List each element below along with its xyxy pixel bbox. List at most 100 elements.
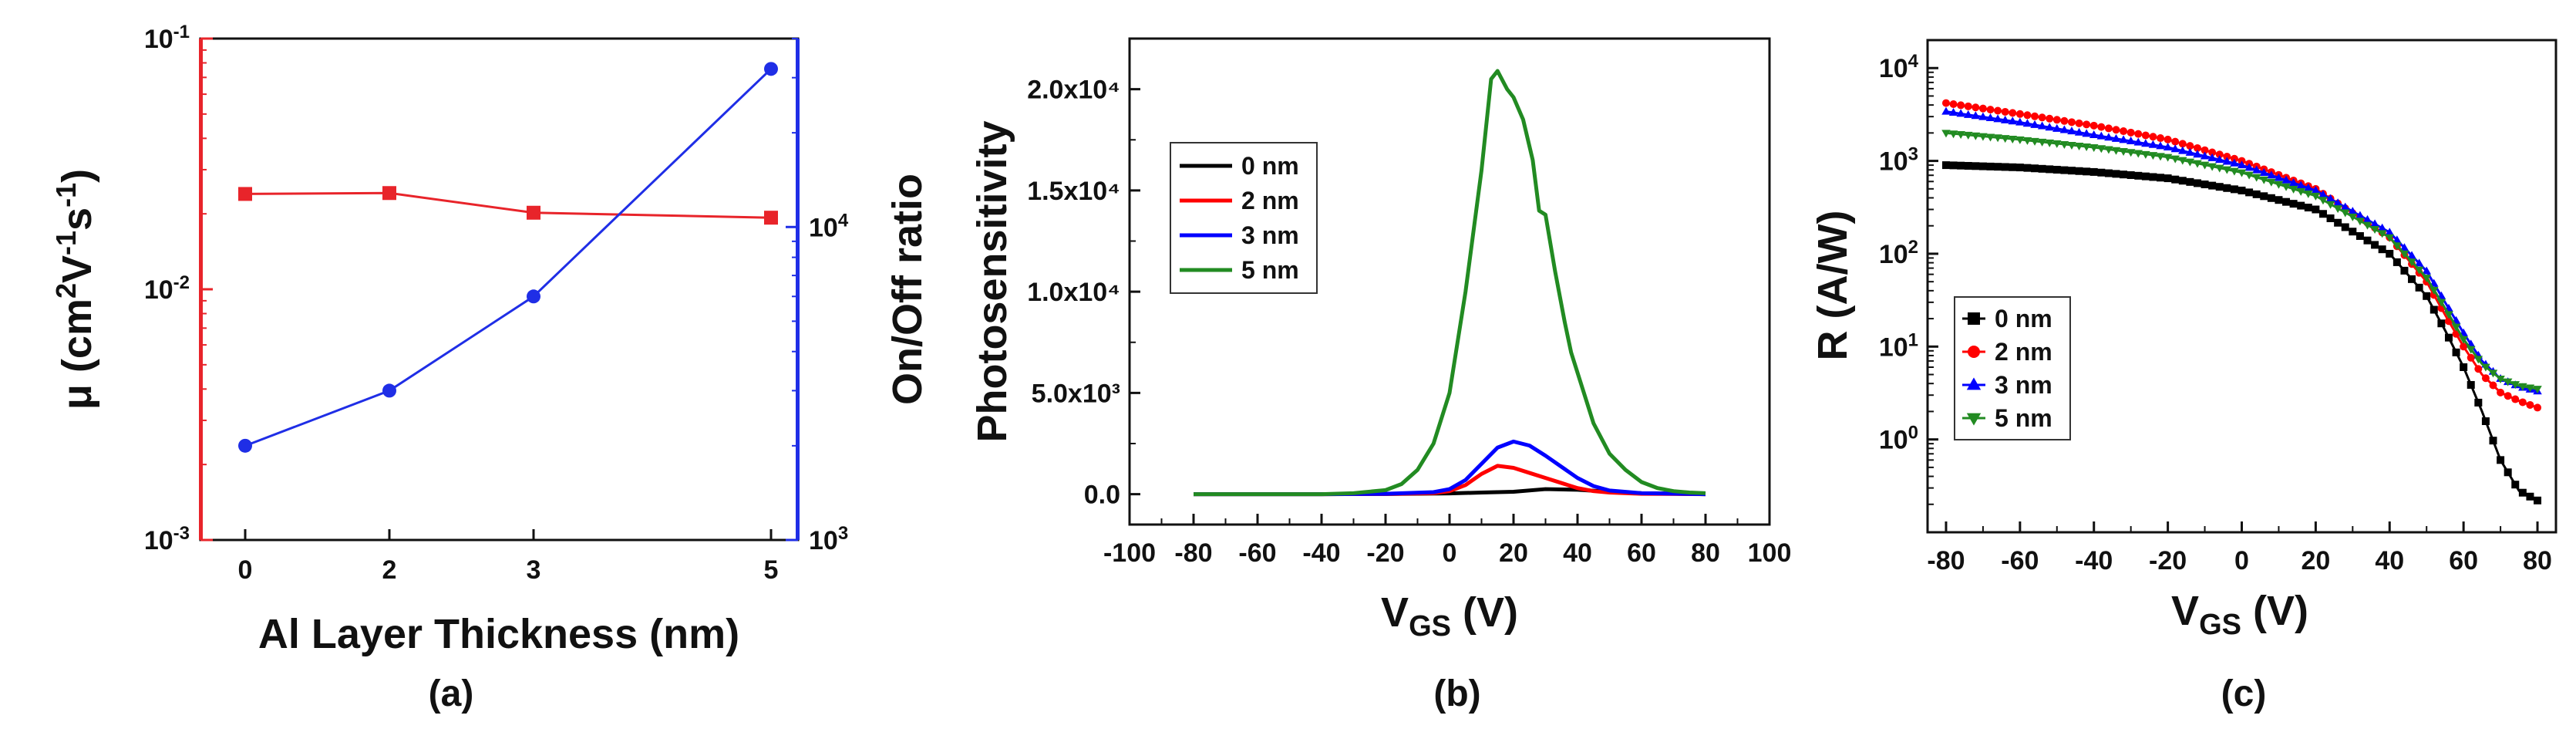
data-point [2156,153,2165,161]
data-point [2060,116,2069,125]
panel-c-label: (c) [2221,673,2267,714]
data-point [2185,147,2195,156]
data-point [1978,112,1988,120]
data-point [2392,258,2401,266]
data-point [382,186,396,201]
data-point [2377,223,2387,231]
data-point [2045,139,2054,147]
data-point [2481,374,2490,383]
data-point [2186,177,2194,186]
data-point [2497,456,2505,464]
y-tick-label-base: 10 [1879,332,1908,362]
data-point [2201,146,2209,154]
y-tick-label-base: 10 [1879,240,1908,269]
data-point [2038,164,2046,173]
data-point [1964,161,1972,170]
data-point [2451,323,2461,332]
panel-b-y-axis-title: Photosensitivity [969,120,1015,442]
data-point [2481,417,2490,426]
x-tick-label: -40 [2075,546,2113,575]
data-point [2275,196,2283,204]
data-point [2126,128,2135,137]
data-point [2355,231,2364,240]
data-point [2075,119,2083,127]
data-point [2089,143,2099,152]
x-tick-label: -60 [2001,546,2039,575]
data-point [2207,163,2217,171]
data-point [2074,127,2084,136]
data-point [2222,157,2232,165]
data-point [2001,163,2009,171]
y-tick-label-exp: 2 [1908,236,1918,257]
data-point [2288,185,2298,194]
data-point [2430,286,2439,295]
panel-a-y2-axis-title: On/Off ratio [884,174,931,405]
data-point [2325,194,2335,202]
data-point [2304,204,2312,212]
data-point [2392,235,2402,244]
data-point [1993,114,2002,123]
panel-a-x-axis-title: Al Layer Thickness (nm) [258,611,739,657]
data-point [2022,119,2032,127]
y-tick-label-base: 10 [1879,147,1908,177]
data-point [2340,202,2350,211]
data-point [1957,101,1965,110]
data-point [2163,142,2173,150]
y-tick-label: 100 [1879,422,1918,455]
y-tick-label-base: 10 [1879,426,1908,455]
data-point [2120,170,2128,179]
data-point [2030,137,2039,146]
data-point [1949,100,1958,108]
data-point [2459,336,2468,344]
data-point [2001,107,2009,116]
y-tick-label-exp: 3 [1908,143,1918,164]
data-point [1956,109,1965,117]
data-point [2096,145,2106,154]
x-tick-label: 40 [2375,546,2404,575]
data-point [2067,167,2076,175]
data-point [2230,185,2238,194]
data-point [2526,492,2534,501]
data-point [1978,162,1987,170]
data-point [2178,146,2187,154]
panel-b-label: (b) [1433,673,1480,714]
data-point [2104,169,2113,177]
y-tick-label-left-exp: -2 [173,272,190,293]
y-tick-label: 1.0x10⁴ [1027,278,1120,307]
x-title-unit: (V) [2241,588,2308,634]
data-point [2422,275,2431,283]
data-point [1985,113,1995,122]
data-point [2238,186,2246,194]
data-point [2157,134,2165,143]
x-tick-label: 5 [764,555,779,585]
data-point [2178,177,2187,185]
data-point [2325,201,2335,209]
data-point [2223,153,2231,161]
data-point [2334,218,2342,227]
data-point [2466,346,2476,354]
data-point [2215,183,2224,191]
y-tick-label: 5.0x10³ [1032,379,1120,408]
data-point [1978,133,1988,141]
legend-label: 0 nm [1995,305,2052,332]
y-tick-label-base: 10 [1879,54,1908,83]
data-point [2510,381,2520,390]
x-tick-label: 80 [2523,546,2552,575]
data-point [2473,356,2483,364]
data-point [2126,171,2135,180]
y-tick-label-right: 104 [809,210,849,243]
data-point [764,211,778,225]
data-point [2201,181,2209,189]
data-point [2237,169,2247,177]
x-tick-label: 100 [1748,538,1792,568]
data-point [2525,384,2535,393]
data-point [2362,214,2372,223]
x-tick-label: 3 [527,555,541,585]
data-point [2133,137,2143,146]
data-point [1986,162,1995,170]
data-point [2208,181,2217,190]
panel-a-label: (a) [429,673,474,714]
data-point [2474,398,2483,407]
data-point [2430,305,2438,314]
data-point [2008,116,2018,125]
